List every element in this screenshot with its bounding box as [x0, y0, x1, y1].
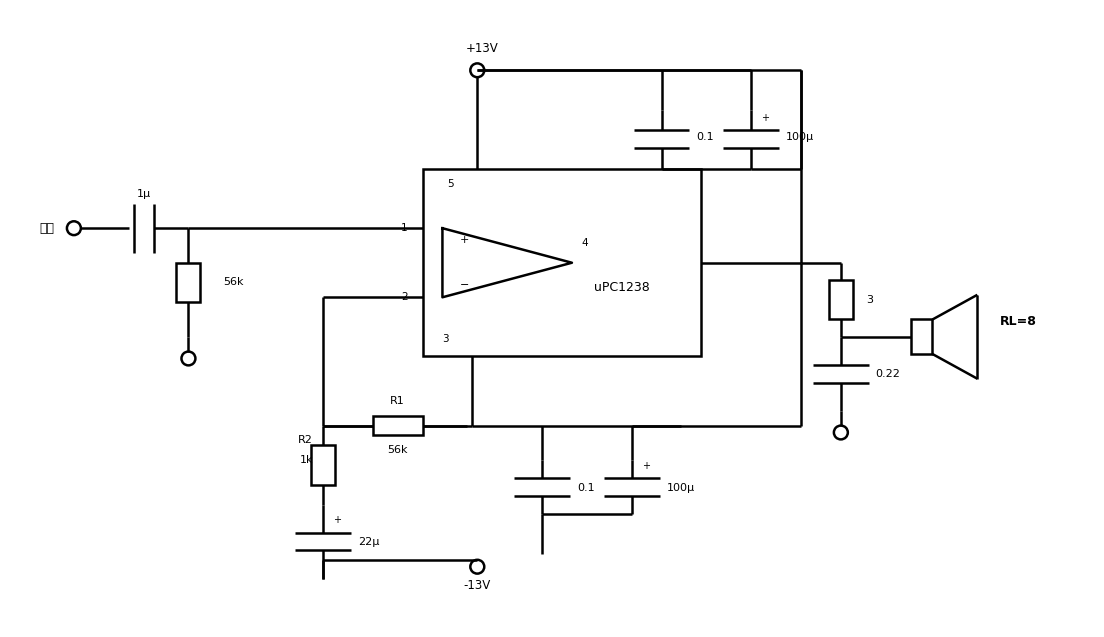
Text: R2: R2: [298, 435, 312, 445]
Bar: [177, 262, 201, 302]
Text: +: +: [333, 515, 341, 525]
Text: 5: 5: [447, 179, 454, 189]
Bar: [311, 445, 335, 485]
Text: 0.1: 0.1: [577, 483, 595, 493]
Text: 1k: 1k: [299, 455, 312, 465]
Text: 输入: 输入: [39, 222, 54, 234]
Bar: [423, 169, 701, 357]
Text: 3: 3: [443, 334, 449, 344]
Text: −: −: [459, 280, 469, 290]
Text: 100μ: 100μ: [667, 483, 694, 493]
Text: +13V: +13V: [466, 42, 499, 55]
Text: 56k: 56k: [223, 278, 244, 287]
Bar: [829, 280, 852, 320]
Text: 1: 1: [401, 223, 407, 233]
Text: 0.1: 0.1: [697, 132, 714, 143]
Text: 100μ: 100μ: [786, 132, 814, 143]
Text: 3: 3: [866, 295, 873, 305]
Bar: [373, 416, 423, 436]
Text: 56k: 56k: [388, 445, 407, 455]
Text: 0.22: 0.22: [875, 369, 901, 379]
Text: 2: 2: [401, 292, 407, 303]
Text: +: +: [459, 235, 469, 245]
Bar: [911, 320, 933, 354]
Text: 22μ: 22μ: [358, 536, 379, 547]
Text: +: +: [641, 461, 649, 471]
Text: +: +: [761, 113, 769, 123]
Text: 4: 4: [582, 238, 588, 248]
Text: -13V: -13V: [464, 579, 491, 592]
Text: 1μ: 1μ: [137, 189, 150, 199]
Text: R1: R1: [390, 396, 405, 406]
Text: RL=8: RL=8: [1000, 315, 1037, 329]
Text: uPC1238: uPC1238: [594, 281, 649, 294]
